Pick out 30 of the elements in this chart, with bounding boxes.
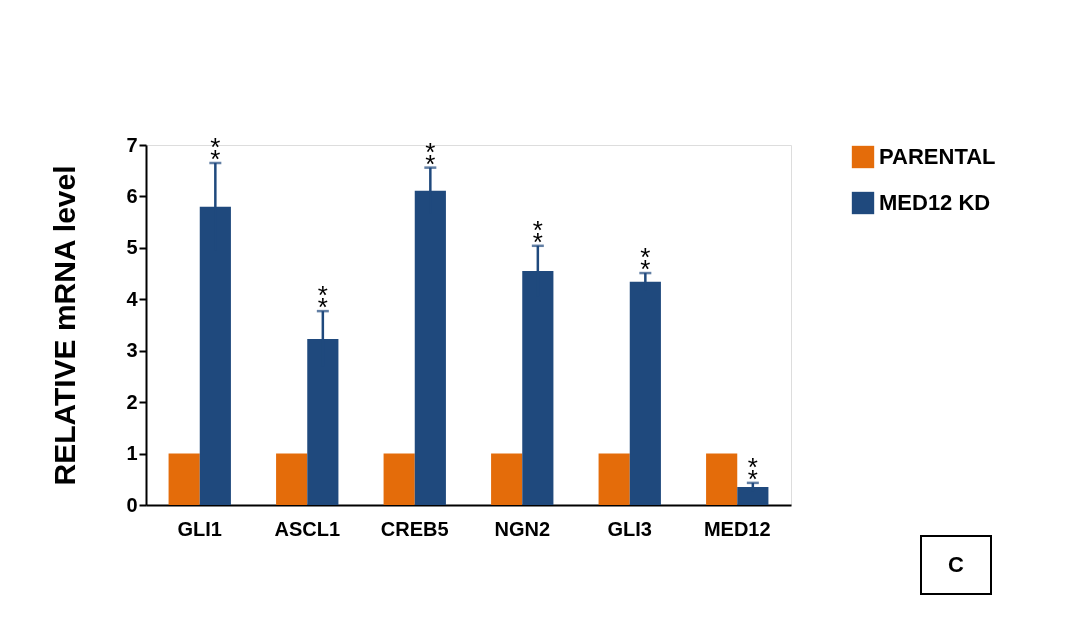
- bar: [598, 453, 630, 505]
- bar: [276, 453, 308, 505]
- bar: [491, 453, 523, 505]
- x-tick-label: GLI3: [607, 517, 652, 540]
- bar: [706, 453, 738, 505]
- y-tick-label: 1: [126, 442, 138, 465]
- y-tick-label: 6: [126, 184, 138, 207]
- bar: [168, 453, 200, 505]
- annotation: **: [747, 451, 758, 494]
- x-tick-label: MED12: [703, 517, 771, 540]
- y-tick-label: 2: [126, 390, 138, 413]
- x-tick-label: GLI1: [177, 517, 222, 540]
- legend-label: MED12 KD: [879, 190, 991, 215]
- annotation: **: [425, 136, 436, 179]
- text: C: [948, 552, 965, 577]
- x-tick-label: CREB5: [380, 517, 449, 540]
- y-tick-label: 3: [126, 339, 138, 362]
- y-tick-label: 5: [126, 236, 138, 259]
- annotation: **: [532, 214, 543, 257]
- x-tick-label: NGN2: [494, 517, 551, 540]
- y-tick-label: 0: [126, 493, 138, 516]
- annotation: **: [640, 242, 651, 285]
- annotation: **: [317, 280, 328, 323]
- bar: [383, 453, 415, 505]
- y-axis-title: RELATIVE mRNA level: [48, 165, 82, 486]
- legend-label: PARENTAL: [879, 144, 996, 169]
- y-tick-label: 4: [126, 287, 139, 310]
- x-tick-label: ASCL1: [274, 517, 341, 540]
- y-tick-label: 7: [126, 133, 138, 156]
- annotation: **: [210, 132, 221, 174]
